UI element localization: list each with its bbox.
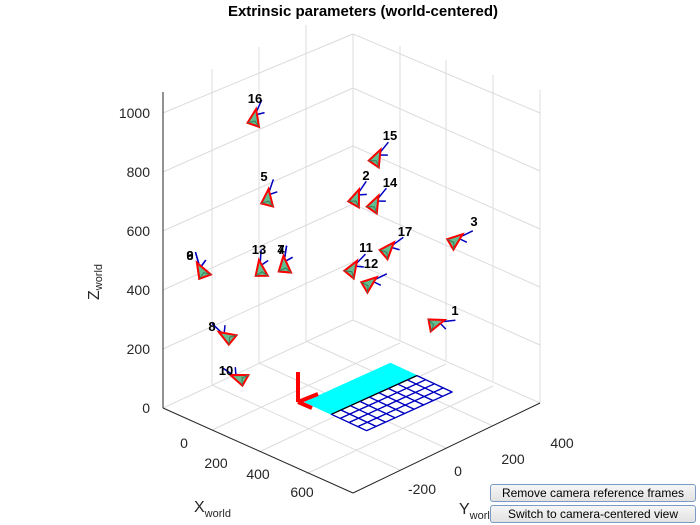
x-axis-label: Xworld (194, 499, 231, 520)
x-ticks: 0 200 400 600 (180, 435, 314, 500)
camera-label-1: 1 (451, 303, 458, 318)
camera-label-11: 11 (359, 240, 373, 255)
camera-label-7: 7 (277, 242, 284, 257)
y-ticks: -200 0 200 400 (408, 435, 574, 497)
svg-text:0: 0 (180, 435, 188, 451)
camera-label-3: 3 (470, 214, 477, 229)
camera-label-10: 10 (219, 363, 233, 378)
svg-text:400: 400 (550, 435, 574, 451)
camera-frame-5 (259, 179, 278, 208)
camera-label-8: 8 (208, 319, 215, 334)
camera-frame-2 (346, 180, 367, 210)
camera-frame-17 (378, 236, 404, 262)
camera-frame-11 (342, 253, 367, 281)
remove-camera-frames-button[interactable]: Remove camera reference frames (490, 484, 696, 502)
svg-text:800: 800 (127, 164, 151, 180)
svg-text:200: 200 (204, 455, 228, 471)
camera-frame-10 (221, 367, 251, 388)
camera-label-13: 13 (252, 242, 266, 257)
camera-label-4: 4 (277, 242, 285, 257)
svg-text:200: 200 (501, 451, 525, 467)
camera-frame-15 (367, 141, 389, 170)
camera-frame-12 (359, 273, 388, 295)
svg-text:200: 200 (127, 341, 151, 357)
calibration-grid (303, 362, 454, 432)
z-ticks: 0 200 400 600 800 1000 (119, 105, 150, 416)
svg-text:600: 600 (290, 484, 314, 500)
camera-label-15: 15 (383, 128, 397, 143)
camera-frame-1 (427, 318, 456, 334)
svg-text:400: 400 (127, 282, 151, 298)
svg-text:600: 600 (127, 223, 151, 239)
world-origin-axes (296, 372, 319, 410)
switch-camera-view-button[interactable]: Switch to camera-centered view (490, 505, 696, 523)
svg-text:-200: -200 (408, 481, 436, 497)
camera-frame-14 (365, 187, 387, 216)
camera-label-16: 16 (248, 91, 262, 106)
camera-frame-6 (194, 251, 213, 281)
y-axis-label: Yworld (459, 501, 496, 522)
camera-label-6: 6 (186, 248, 193, 263)
camera-label-2: 2 (362, 168, 369, 183)
camera-label-5: 5 (260, 169, 267, 184)
camera-label-14: 14 (383, 175, 398, 190)
camera-frame-4 (277, 245, 293, 274)
camera-frame-3 (445, 230, 474, 252)
camera-frame-8 (211, 322, 239, 347)
figure-title: Extrinsic parameters (world-centered) (228, 3, 498, 20)
camera-label-12: 12 (364, 256, 378, 271)
camera-label-9: 9 (186, 248, 193, 263)
svg-text:0: 0 (142, 400, 150, 416)
axes-edges (162, 92, 541, 494)
svg-text:400: 400 (246, 466, 270, 482)
svg-text:1000: 1000 (119, 105, 150, 121)
z-axis-label: Zworld (86, 264, 105, 300)
camera-frame-16 (246, 99, 265, 129)
svg-text:0: 0 (454, 463, 462, 479)
camera-label-17: 17 (398, 224, 412, 239)
camera-frame-13 (254, 249, 270, 277)
